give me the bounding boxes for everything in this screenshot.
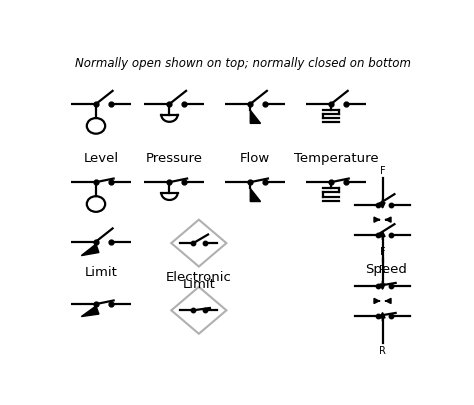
Text: F: F — [380, 247, 385, 257]
Text: Level: Level — [83, 151, 118, 164]
Polygon shape — [250, 189, 261, 202]
Text: R: R — [379, 345, 386, 356]
Text: Flow: Flow — [240, 151, 270, 164]
Text: Temperature: Temperature — [294, 151, 378, 164]
Text: F: F — [380, 166, 385, 176]
Polygon shape — [250, 111, 261, 124]
Polygon shape — [82, 306, 99, 317]
Text: Speed: Speed — [365, 262, 407, 275]
Text: Pressure: Pressure — [146, 151, 203, 164]
Text: Normally open shown on top; normally closed on bottom: Normally open shown on top; normally clo… — [75, 56, 411, 69]
Text: Limit: Limit — [182, 278, 215, 291]
Text: Electronic: Electronic — [166, 271, 232, 284]
Polygon shape — [82, 245, 99, 256]
Text: R: R — [379, 264, 386, 275]
Text: Limit: Limit — [84, 265, 118, 278]
